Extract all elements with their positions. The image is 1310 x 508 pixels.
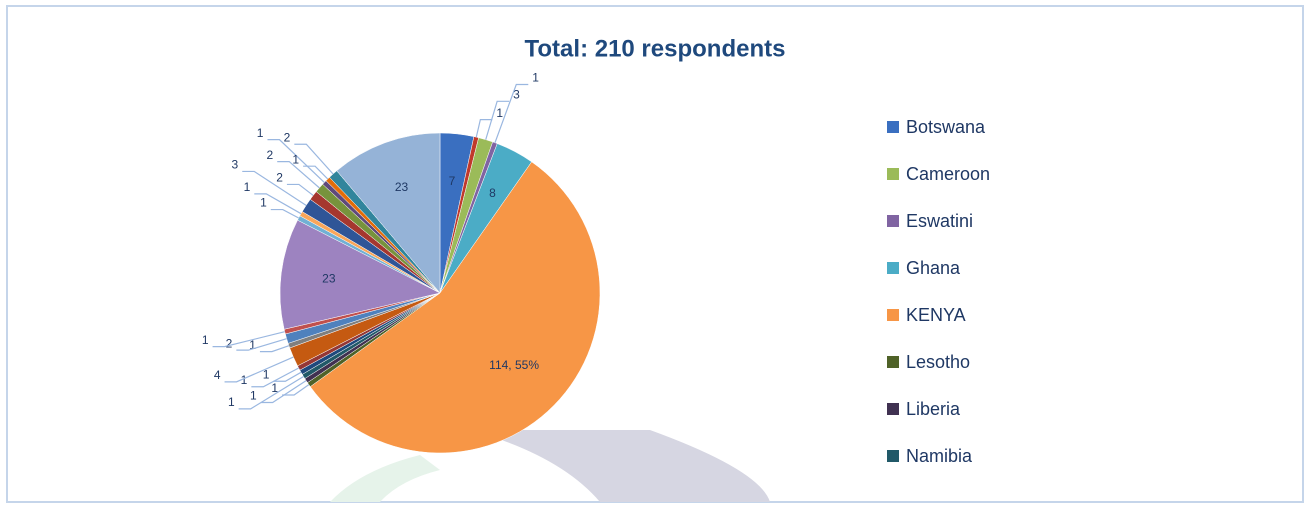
leader-line — [251, 367, 299, 388]
data-label: 1 — [496, 106, 503, 120]
legend-swatch — [887, 168, 899, 180]
data-label: 114, 55% — [489, 358, 539, 372]
legend-swatch — [887, 356, 899, 368]
leader-line — [475, 119, 493, 138]
leader-line — [282, 384, 310, 396]
background-arc — [470, 430, 770, 502]
leader-line — [260, 380, 307, 404]
legend-label: KENYA — [906, 305, 966, 325]
data-label: 1 — [250, 389, 257, 403]
leader-line — [303, 165, 329, 180]
legend-label: Eswatini — [906, 211, 973, 231]
legend-swatch — [887, 215, 899, 227]
data-label: 1 — [202, 333, 209, 347]
legend-label: Botswana — [906, 117, 986, 137]
leader-line — [259, 345, 290, 353]
data-label: 1 — [257, 126, 264, 140]
data-label: 4 — [214, 368, 221, 382]
legend-swatch — [887, 450, 899, 462]
background-arc — [330, 455, 440, 502]
data-label: 1 — [244, 180, 251, 194]
data-label: 1 — [249, 338, 256, 352]
data-label: 23 — [322, 272, 336, 286]
data-label: 23 — [395, 180, 409, 194]
data-label: 2 — [226, 336, 233, 350]
leader-line — [294, 143, 334, 175]
legend-swatch — [887, 403, 899, 415]
data-label: 1 — [263, 367, 270, 381]
data-label: 1 — [271, 381, 278, 395]
data-label: 3 — [232, 158, 239, 172]
data-label: 2 — [267, 148, 274, 162]
leader-line — [242, 170, 307, 206]
data-label: 1 — [228, 395, 235, 409]
leader-line — [485, 100, 510, 140]
leader-line — [286, 183, 314, 196]
pie-slice — [309, 161, 601, 454]
frame — [6, 5, 1304, 503]
pie-slice — [279, 219, 441, 330]
data-label: 7 — [449, 174, 456, 188]
data-label: 1 — [241, 373, 248, 387]
leader-line — [212, 331, 285, 348]
leader-line — [494, 83, 529, 143]
leader-line — [277, 161, 320, 189]
legend-swatch — [887, 121, 899, 133]
data-label: 3 — [513, 88, 520, 102]
leader-line — [267, 139, 325, 183]
leader-line — [236, 338, 287, 351]
data-label: 1 — [292, 152, 299, 166]
leader-line — [270, 208, 299, 219]
leader-line — [273, 371, 302, 382]
data-label: 1 — [260, 196, 267, 210]
pie-slice — [336, 132, 441, 294]
data-label: 8 — [489, 186, 496, 200]
legend-swatch — [887, 309, 899, 321]
legend-label: Liberia — [906, 399, 961, 419]
data-label: 2 — [276, 171, 283, 185]
legend-label: Namibia — [906, 446, 973, 466]
leader-line — [224, 356, 294, 383]
leader-line — [238, 375, 304, 410]
data-label: 1 — [532, 71, 539, 85]
legend-label: Lesotho — [906, 352, 970, 372]
chart-title: Total: 210 respondents — [525, 35, 786, 62]
legend-swatch — [887, 262, 899, 274]
data-label: 2 — [284, 130, 291, 144]
legend-label: Ghana — [906, 258, 961, 278]
leader-line — [254, 193, 302, 215]
legend-label: Cameroon — [906, 164, 990, 184]
